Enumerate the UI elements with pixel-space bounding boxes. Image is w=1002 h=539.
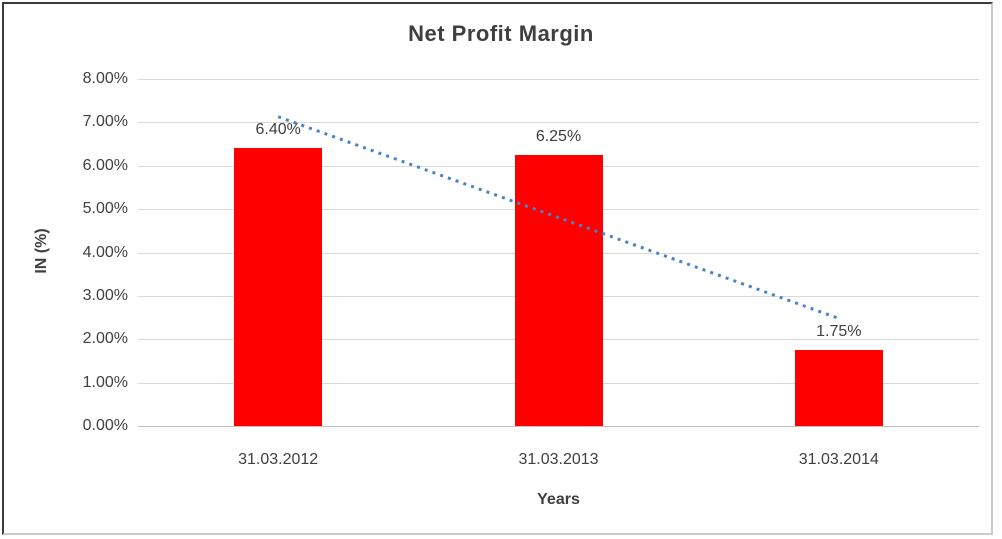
x-axis-title: Years — [537, 491, 580, 508]
gridline — [138, 79, 979, 80]
x-axis-line — [138, 426, 979, 427]
y-tick-label: 7.00% — [82, 113, 128, 131]
bar-data-label: 6.40% — [255, 121, 301, 139]
y-tick-label: 5.00% — [82, 200, 128, 218]
y-tick-label: 1.00% — [82, 373, 128, 391]
y-tick-label: 0.00% — [82, 417, 128, 434]
y-tick-label: 4.00% — [82, 243, 128, 261]
y-tick-label: 2.00% — [82, 330, 128, 348]
x-tick-label: 31.03.2012 — [238, 451, 319, 468]
x-tick-label: 31.03.2013 — [518, 451, 599, 468]
x-tick-label: 31.03.2014 — [798, 451, 879, 468]
y-tick-label: 6.00% — [82, 156, 128, 174]
bar-31.03.2013 — [514, 154, 603, 426]
y-tick-label: 8.00% — [82, 70, 128, 87]
bar-31.03.2012 — [234, 148, 323, 426]
bar-data-label: 6.25% — [535, 127, 582, 145]
chart-title: Net Profit Margin — [408, 21, 594, 46]
y-tick-label: 3.00% — [82, 286, 128, 304]
bar-31.03.2014 — [794, 350, 883, 426]
y-axis-title: IN (%) — [33, 228, 50, 274]
bar-data-label: 1.75% — [816, 323, 862, 341]
